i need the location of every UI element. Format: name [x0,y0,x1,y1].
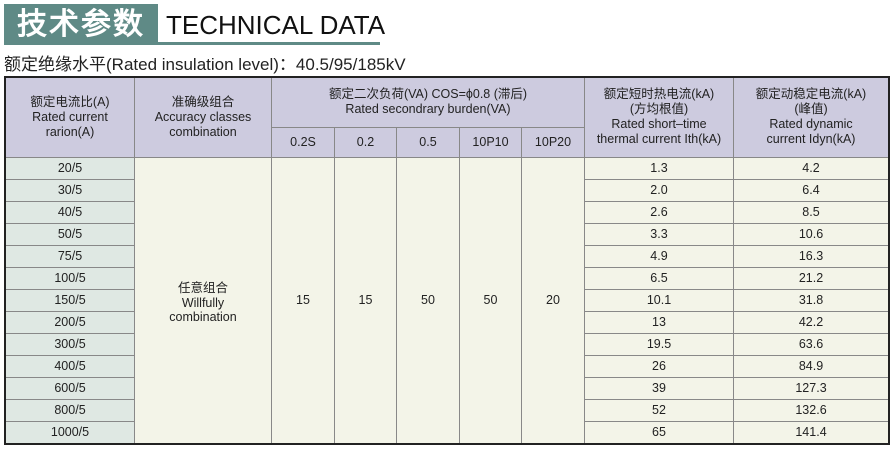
table-row: 150/5 10.1 31.8 [4,288,890,312]
dynamic-cell: 132.6 [733,398,890,422]
thermal-cell: 4.9 [584,244,734,268]
table-row: 40/5 2.6 8.5 [4,200,890,224]
accuracy-cell: 任意组合 Willfully combination [134,156,272,444]
dynamic-cell: 8.5 [733,200,890,224]
dynamic-cell: 84.9 [733,354,890,378]
thermal-cell: 26 [584,354,734,378]
title-cn: 技术参数 [4,4,158,45]
dynamic-cell: 6.4 [733,178,890,202]
table-row: 600/5 39 127.3 [4,376,890,400]
table-row: 75/5 4.9 16.3 [4,244,890,268]
thermal-cell: 2.0 [584,178,734,202]
thermal-cell: 10.1 [584,288,734,312]
thermal-cell: 39 [584,376,734,400]
header-burden: 额定二次负荷(VA) COS=ϕ0.8 (滞后) Rated secondrary… [271,76,585,128]
table-row: 20/5 任意组合 Willfully combination 15 15 50 50 20 1.… [4,156,890,444]
dynamic-cell: 10.6 [733,222,890,246]
thermal-cell: 52 [584,398,734,422]
table-row: 400/5 26 84.9 [4,354,890,378]
dynamic-cell: 4.2 [733,156,890,180]
table-row: 1000/5 65 141.4 [4,420,890,444]
header-accuracy: 准确级组合 Accuracy classes combination [134,76,272,158]
ratio-cell: 100/5 [4,266,135,290]
header-burden-col: 10P10 [459,126,522,158]
insulation-level: 额定绝缘水平(Rated insulation level)：40.5/95/1… [4,55,406,74]
table-row: 30/5 2.0 6.4 [4,178,890,202]
ratio-cell: 400/5 [4,354,135,378]
dynamic-cell: 16.3 [733,244,890,268]
ratio-cell: 200/5 [4,310,135,334]
thermal-cell: 13 [584,310,734,334]
burden-cell: 50 [459,156,522,444]
dynamic-cell: 141.4 [733,420,890,444]
burden-cell: 15 [271,156,335,444]
thermal-cell: 3.3 [584,222,734,246]
header-dynamic: 额定动稳定电流(kA) (峰值) Rated dynamic current Idyn… [733,76,890,158]
ratio-cell: 30/5 [4,178,135,202]
header-burden-col: 0.5 [396,126,460,158]
thermal-cell: 2.6 [584,200,734,224]
thermal-cell: 65 [584,420,734,444]
header-thermal: 额定短时热电流(kA) (方均根值) Rated short–time thermal… [584,76,734,158]
burden-cell: 50 [396,156,460,444]
title-en: TECHNICAL DATA [166,10,386,40]
ratio-cell: 800/5 [4,398,135,422]
header-burden-col: 10P20 [521,126,585,158]
table-row: 300/5 19.5 63.6 [4,332,890,356]
dynamic-cell: 21.2 [733,266,890,290]
dynamic-cell: 42.2 [733,310,890,334]
ratio-cell: 300/5 [4,332,135,356]
technical-data-table: 额定电流比(A) Rated current rarion(A) 准确级组合 Accu… [4,76,890,445]
ratio-cell: 40/5 [4,200,135,224]
ratio-cell: 50/5 [4,222,135,246]
thermal-cell: 1.3 [584,156,734,180]
header-burden-col: 0.2 [334,126,397,158]
table-row: 100/5 6.5 21.2 [4,266,890,290]
thermal-cell: 6.5 [584,266,734,290]
dynamic-cell: 31.8 [733,288,890,312]
table-row: 800/5 52 132.6 [4,398,890,422]
ratio-cell: 75/5 [4,244,135,268]
dynamic-cell: 63.6 [733,332,890,356]
dynamic-cell: 127.3 [733,376,890,400]
ratio-cell: 150/5 [4,288,135,312]
ratio-cell: 20/5 [4,156,135,180]
thermal-cell: 19.5 [584,332,734,356]
header-burden-col: 0.2S [271,126,335,158]
ratio-cell: 600/5 [4,376,135,400]
ratio-cell: 1000/5 [4,420,135,444]
title-underline [158,42,380,45]
burden-cell: 15 [334,156,397,444]
burden-cell: 20 [521,156,585,444]
header-ratio: 额定电流比(A) Rated current rarion(A) [4,76,135,158]
